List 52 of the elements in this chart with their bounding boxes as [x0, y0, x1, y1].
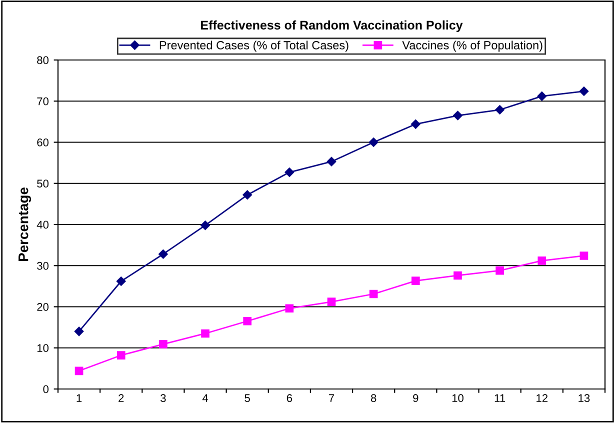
y-tick-label: 30 — [37, 262, 49, 270]
x-tick-label: 7 — [328, 394, 334, 402]
x-tick-label: 13 — [578, 394, 590, 402]
point — [284, 168, 294, 177]
y-tick-label: 10 — [37, 344, 49, 352]
x-tick-label: 6 — [286, 394, 292, 402]
point — [116, 276, 126, 286]
point — [159, 340, 168, 348]
y-tick-label: 20 — [37, 303, 49, 311]
x-tick-label: 8 — [370, 394, 376, 402]
point — [201, 329, 210, 338]
x-tick-label: 1 — [76, 394, 82, 402]
point — [200, 220, 210, 230]
x-tick-label: 2 — [118, 394, 124, 402]
y-tick-label: 50 — [37, 180, 49, 188]
point — [158, 249, 168, 259]
point — [454, 271, 462, 280]
x-tick-label: 9 — [413, 394, 418, 402]
point — [74, 326, 84, 336]
x-tick-label: 5 — [244, 394, 250, 402]
point — [242, 190, 252, 200]
y-tick-label: 80 — [37, 56, 49, 64]
x-tick-label: 4 — [202, 394, 208, 402]
y-tick-label: 60 — [37, 138, 49, 146]
point — [285, 304, 294, 313]
point — [411, 276, 420, 286]
x-tick-label: 12 — [536, 394, 548, 402]
chart-title: Effectiveness of Random Vaccination Policy — [201, 20, 463, 32]
x-tick-label: 3 — [160, 394, 166, 402]
point — [74, 366, 84, 376]
point — [327, 298, 336, 306]
point — [369, 290, 378, 298]
point — [243, 316, 252, 326]
y-tick-label: 0 — [43, 385, 49, 394]
point — [116, 351, 126, 360]
point — [579, 86, 589, 96]
x-tick-label: 10 — [452, 394, 464, 402]
legend-label: Prevented Cases (% of Total Cases) — [160, 40, 348, 52]
y-axis-title: Percentage — [18, 188, 32, 262]
point — [537, 92, 547, 101]
point — [496, 266, 504, 275]
legend-label: Vaccines (% of Population) — [402, 40, 542, 52]
point — [411, 120, 420, 129]
point — [326, 156, 336, 166]
point — [453, 110, 462, 120]
y-tick-label: 40 — [36, 220, 49, 229]
point — [495, 105, 504, 114]
y-tick-label: 70 — [37, 97, 49, 106]
point — [580, 252, 588, 260]
point — [368, 138, 378, 147]
point — [538, 256, 546, 265]
x-tick-label: 11 — [494, 394, 506, 402]
